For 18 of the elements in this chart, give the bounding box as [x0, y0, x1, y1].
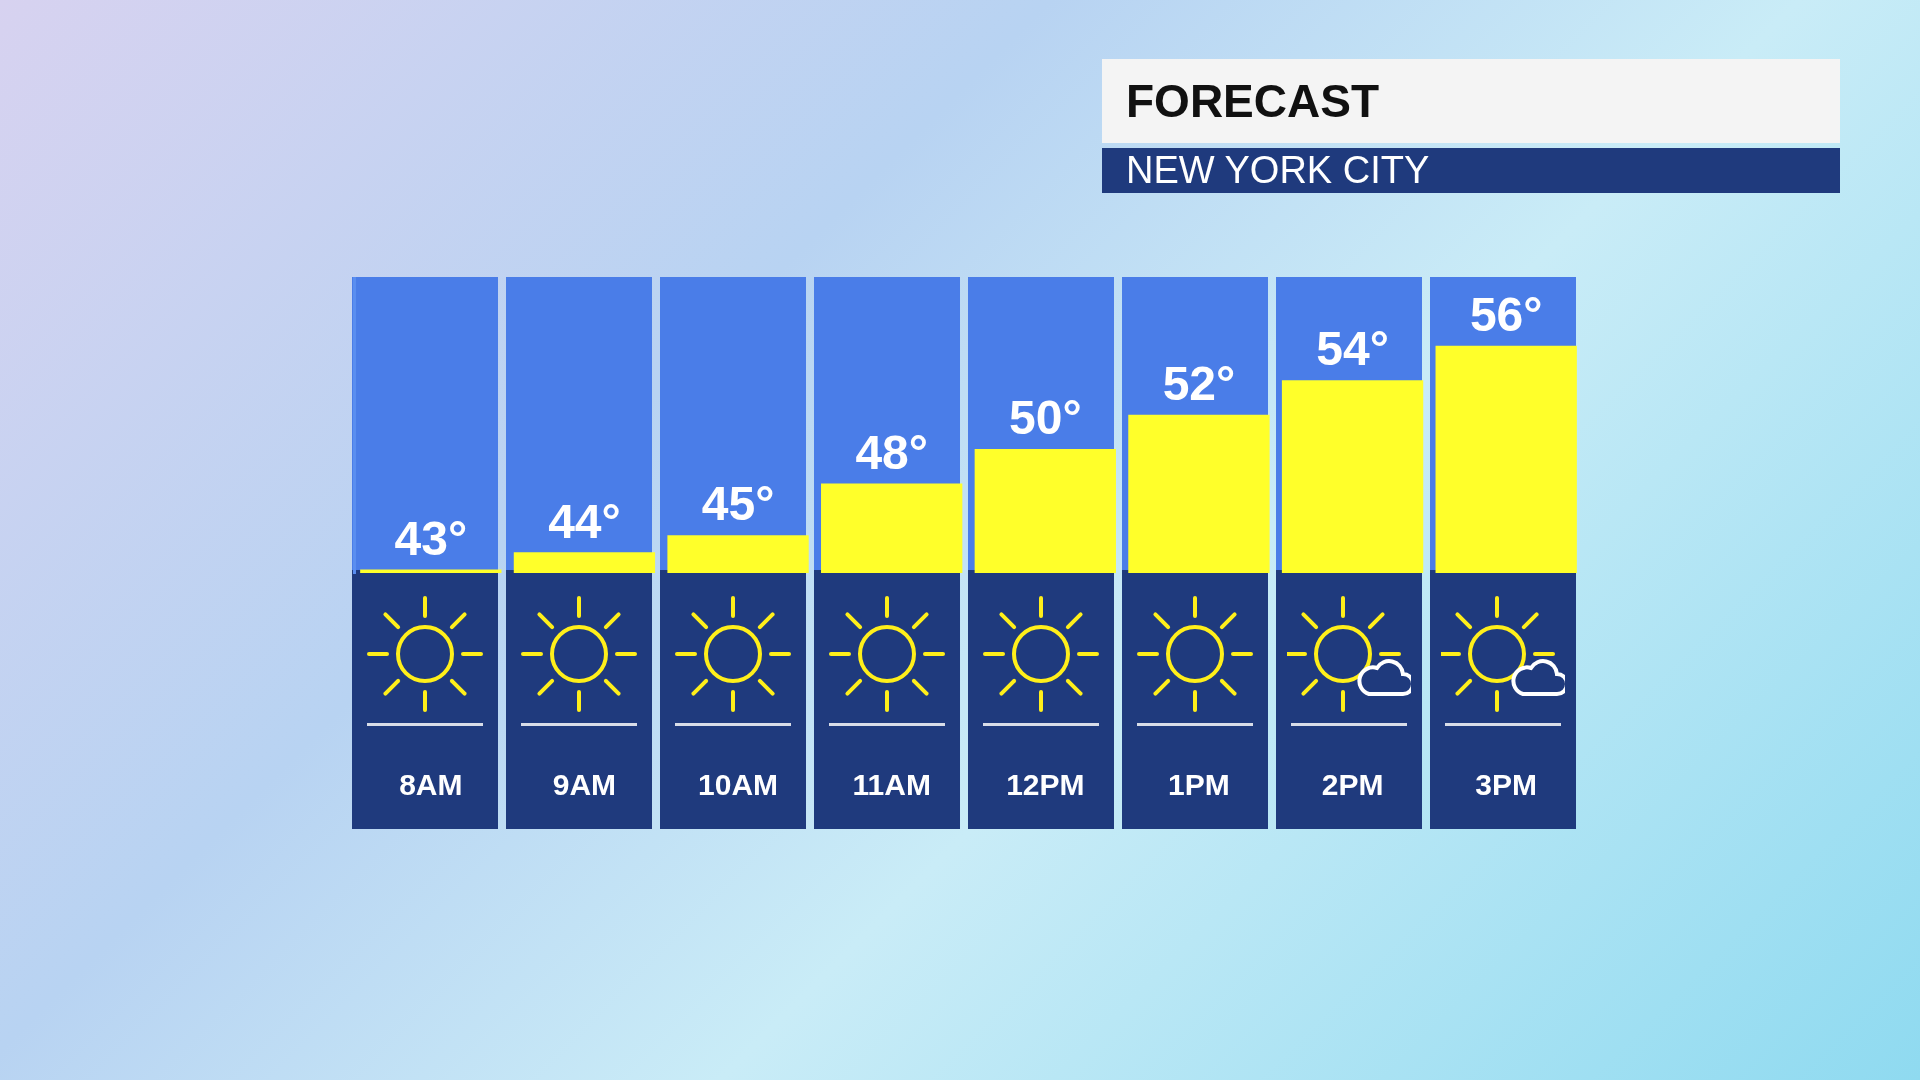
data-label: 54° [1316, 322, 1389, 376]
x-tick-label: 3PM [1475, 768, 1538, 802]
data-label: 43° [394, 511, 468, 565]
chart-subtitle: NEW YORK CITY [1102, 148, 1840, 193]
x-tick-label: 9AM [552, 768, 617, 802]
data-label: 56° [1469, 288, 1543, 342]
x-tick-label: 12PM [1006, 768, 1085, 802]
data-label: 45° [701, 477, 775, 531]
x-tick-label: 2PM [1321, 768, 1384, 802]
x-tick-label: 10AM [698, 768, 779, 802]
data-label: 52° [1162, 356, 1236, 410]
x-tick-label: 1PM [1168, 768, 1230, 802]
data-label: 48° [855, 425, 928, 479]
x-tick-label: 8AM [399, 768, 463, 802]
chart-title: FORECAST [1102, 59, 1840, 143]
data-label: 50° [1009, 391, 1082, 445]
data-label: 44° [548, 494, 621, 548]
x-tick-label: 11AM [852, 768, 931, 802]
